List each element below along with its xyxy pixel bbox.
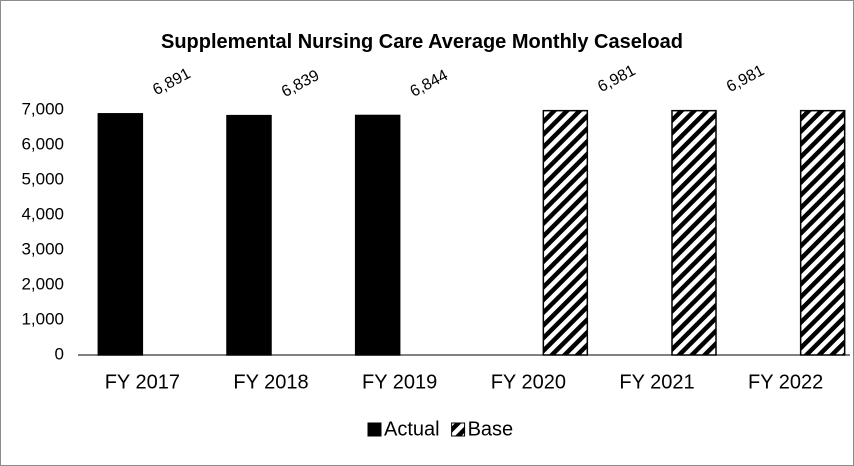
- y-tick-label: 6,000: [21, 134, 64, 153]
- legend-swatch: [451, 422, 466, 437]
- y-tick-label: 5,000: [21, 169, 64, 188]
- legend-label: Actual: [384, 418, 440, 440]
- bar: [226, 114, 272, 356]
- y-tick-label: 0: [55, 344, 64, 363]
- legend-swatch: [367, 422, 382, 437]
- x-tick-label: FY 2021: [619, 371, 694, 393]
- y-tick-label: 3,000: [21, 239, 64, 258]
- bar: [542, 109, 589, 356]
- y-tick-label: 2,000: [21, 274, 64, 293]
- bar: [354, 114, 401, 356]
- chart-title: Supplemental Nursing Care Average Monthl…: [161, 31, 683, 53]
- y-tick-label: 7,000: [21, 99, 64, 118]
- y-tick-label: 1,000: [21, 309, 64, 328]
- x-tick-label: FY 2019: [362, 371, 437, 393]
- bar: [799, 109, 846, 356]
- x-tick-label: FY 2018: [233, 371, 308, 393]
- x-tick-label: FY 2022: [748, 371, 823, 393]
- legend-label: Base: [468, 418, 514, 440]
- x-tick-label: FY 2020: [491, 371, 566, 393]
- x-tick-label: FY 2017: [105, 371, 180, 393]
- y-tick-label: 4,000: [21, 204, 64, 223]
- bar: [671, 109, 717, 356]
- bar: [97, 113, 144, 356]
